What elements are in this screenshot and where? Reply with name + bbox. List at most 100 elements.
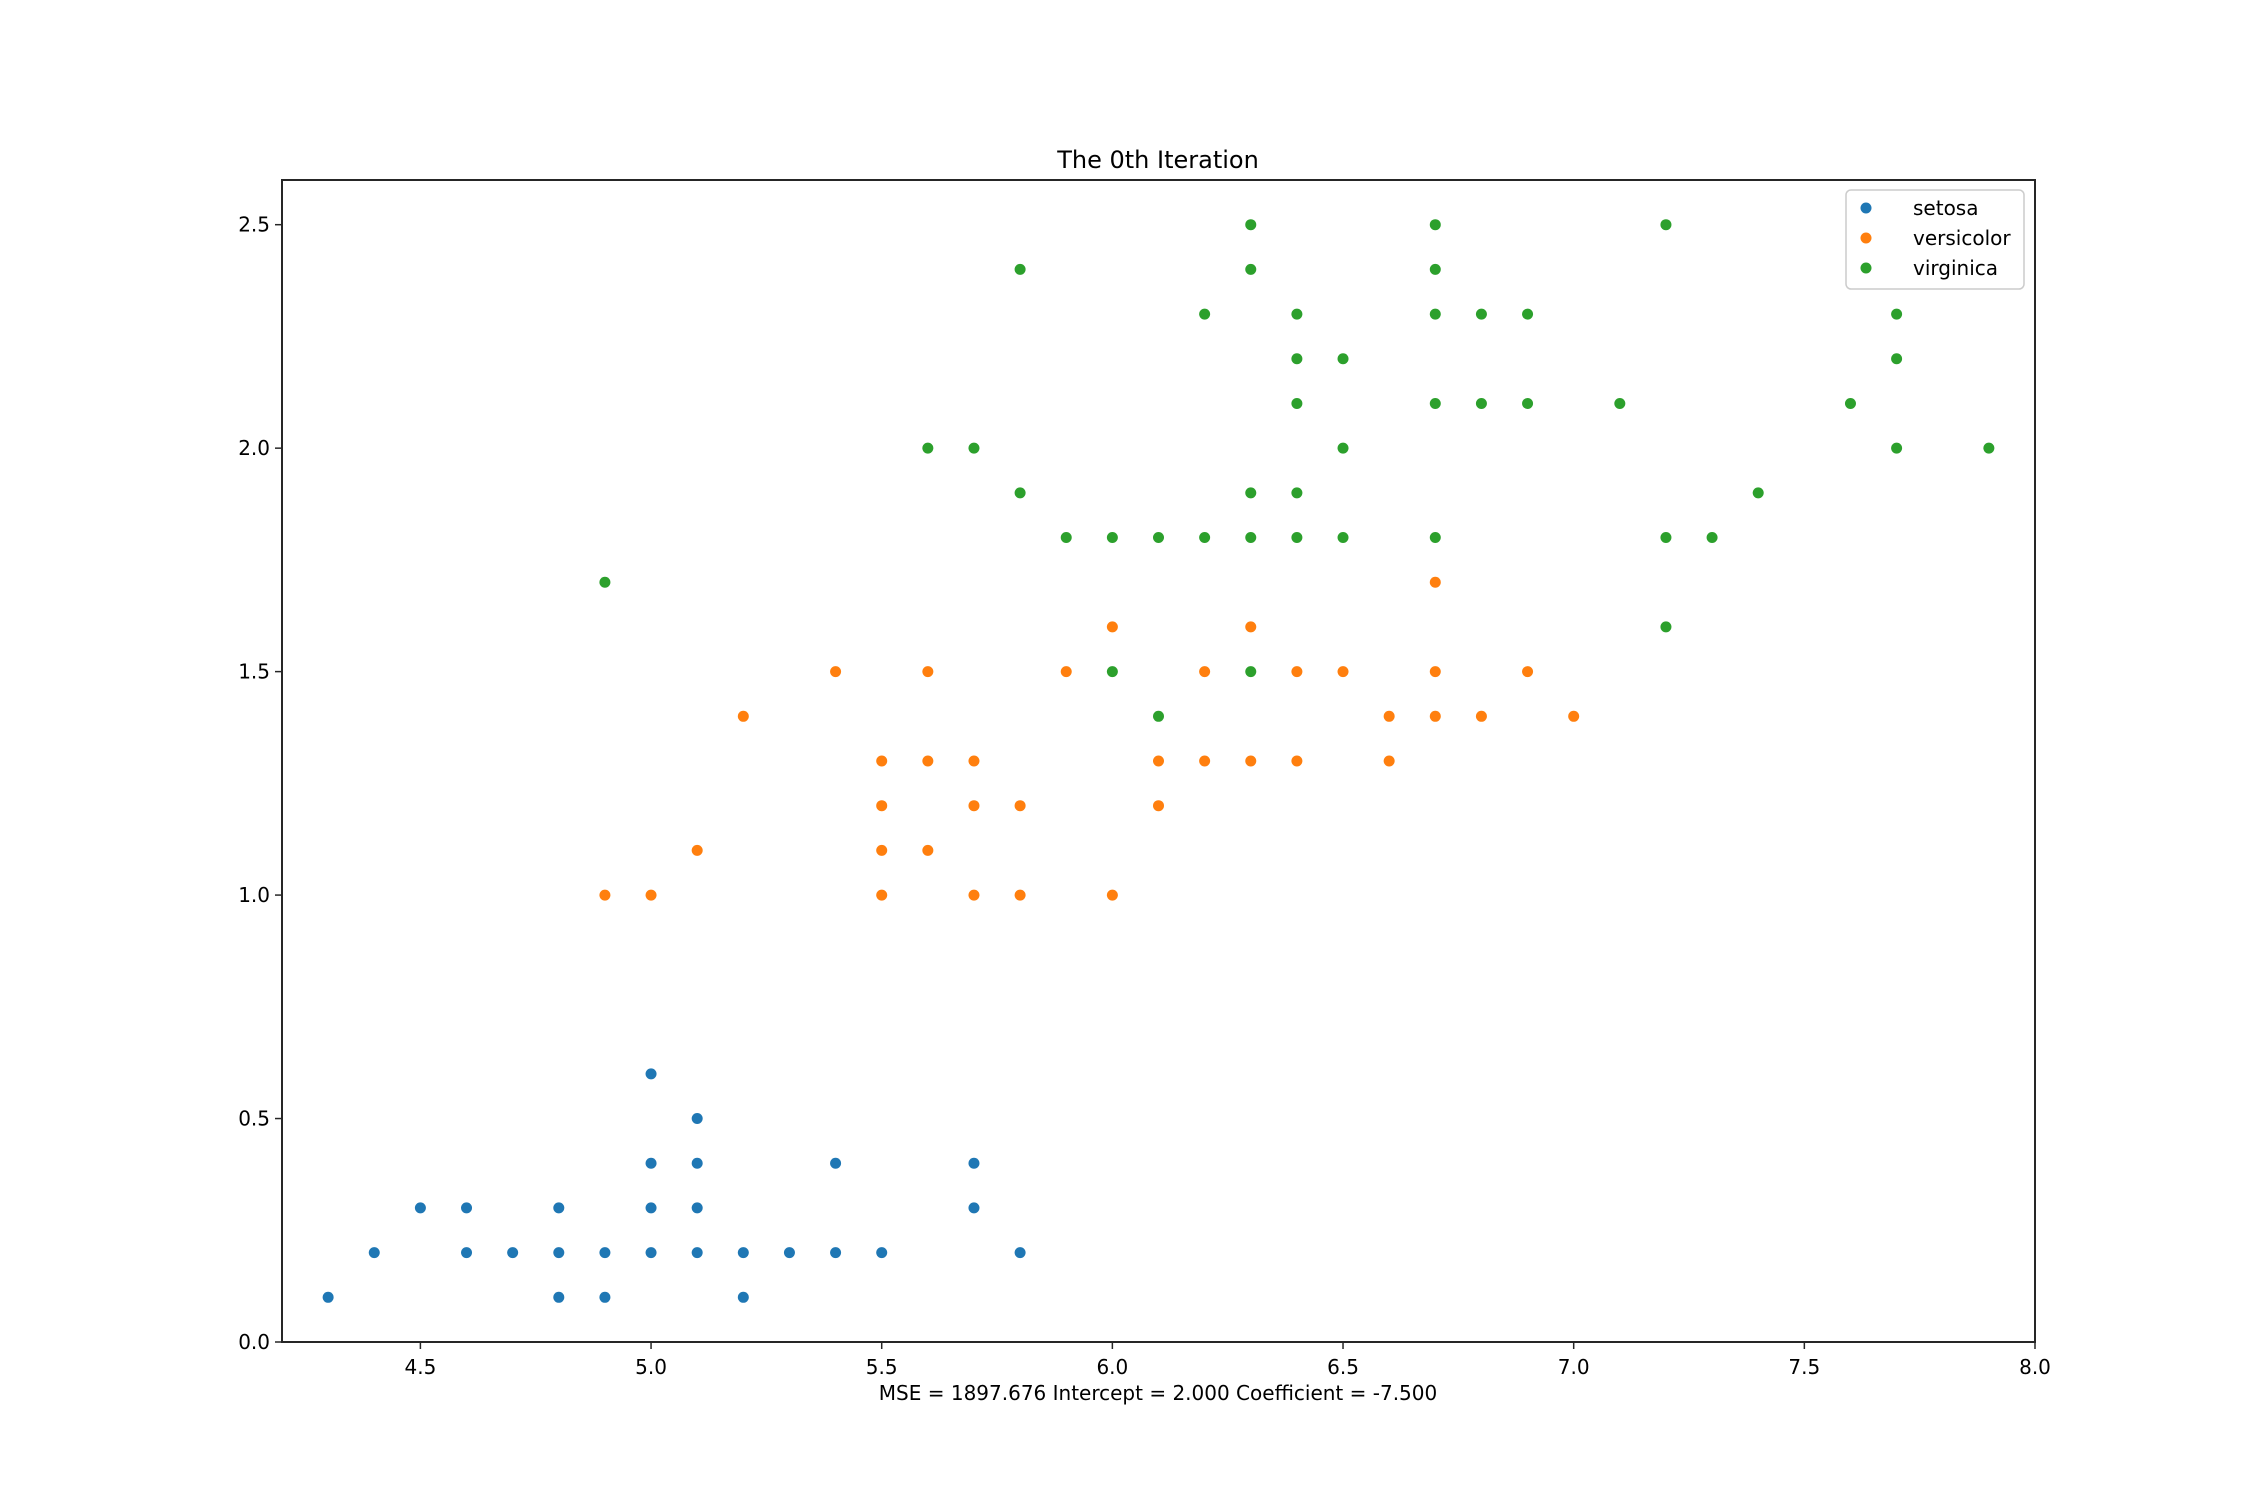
data-point (322, 1291, 334, 1303)
data-point (968, 1202, 980, 1214)
data-point (1891, 442, 1903, 454)
series-versicolor (599, 576, 1580, 901)
data-point (1429, 710, 1441, 722)
data-point (1245, 219, 1257, 231)
data-point (968, 755, 980, 767)
data-point (1106, 621, 1118, 633)
data-point (1106, 532, 1118, 544)
data-point (1383, 755, 1395, 767)
data-point (1291, 308, 1303, 320)
data-point (1891, 353, 1903, 365)
data-point (599, 576, 611, 588)
data-point (1106, 889, 1118, 901)
data-point (1291, 666, 1303, 678)
axis-ticks: 4.5 5.0 5.5 6.0 6.5 7.0 7.5 8.0 0.0 0.5 1.0 1.5 2.0 2… (238, 213, 2051, 1379)
data-point (1153, 755, 1164, 767)
data-point (968, 800, 980, 812)
data-point (599, 889, 611, 901)
data-point (968, 1157, 980, 1169)
data-point (1245, 755, 1257, 767)
data-point (1245, 487, 1257, 499)
data-point (922, 666, 934, 678)
data-point (507, 1247, 519, 1259)
data-point (1337, 666, 1349, 678)
data-point (1568, 710, 1580, 722)
data-point (876, 889, 888, 901)
x-tick-label: 5.5 (866, 1355, 898, 1379)
x-tick-label: 5.0 (635, 1355, 667, 1379)
data-point (1014, 263, 1026, 275)
data-point (922, 442, 934, 454)
legend-marker-setosa-icon (1860, 202, 1872, 214)
legend-marker-versicolor-icon (1860, 232, 1872, 244)
data-point (737, 710, 749, 722)
data-point (1153, 800, 1164, 812)
data-point (1060, 532, 1072, 544)
data-point (1199, 755, 1211, 767)
data-point (1337, 442, 1349, 454)
data-point (876, 800, 888, 812)
data-point (645, 1202, 657, 1214)
data-point (1291, 353, 1303, 365)
data-point (1245, 532, 1257, 544)
data-point (830, 666, 842, 678)
data-point (691, 844, 703, 856)
data-point (645, 889, 657, 901)
series-virginica (599, 219, 1995, 722)
data-point (1660, 532, 1672, 544)
x-axis-label: MSE = 1897.676 Intercept = 2.000 Coeffic… (879, 1381, 1437, 1405)
y-tick-label: 2.0 (238, 436, 270, 460)
data-point (968, 442, 980, 454)
data-point (922, 755, 934, 767)
data-point (1291, 532, 1303, 544)
data-point (368, 1247, 380, 1259)
data-point (737, 1247, 749, 1259)
data-point (1291, 397, 1303, 409)
data-point (1291, 487, 1303, 499)
data-point (1245, 666, 1257, 678)
data-point (1383, 710, 1395, 722)
data-point (553, 1247, 565, 1259)
data-point (783, 1247, 795, 1259)
x-tick-label: 6.0 (1096, 1355, 1128, 1379)
data-point (1245, 621, 1257, 633)
data-point (1844, 397, 1856, 409)
data-point (1337, 532, 1349, 544)
data-point (1660, 219, 1672, 231)
data-point (691, 1113, 703, 1125)
data-point (1983, 442, 1995, 454)
data-point (1522, 397, 1534, 409)
data-point (414, 1202, 426, 1214)
data-point (1429, 666, 1441, 678)
data-point (1153, 710, 1164, 722)
y-tick-label: 2.5 (238, 213, 270, 237)
data-point (876, 1247, 888, 1259)
data-point (737, 1291, 749, 1303)
legend-marker-virginica-icon (1860, 262, 1872, 274)
data-point (1475, 710, 1487, 722)
data-point (1752, 487, 1764, 499)
data-point (645, 1157, 657, 1169)
data-point (1199, 666, 1211, 678)
data-point (1014, 889, 1026, 901)
data-points (322, 219, 1995, 1303)
x-tick-label: 6.5 (1327, 1355, 1359, 1379)
data-point (830, 1157, 842, 1169)
data-point (1706, 532, 1718, 544)
series-setosa (322, 1068, 1026, 1303)
x-tick-label: 8.0 (2019, 1355, 2051, 1379)
data-point (1429, 532, 1441, 544)
data-point (599, 1291, 611, 1303)
x-tick-label: 7.0 (1558, 1355, 1590, 1379)
legend-label-setosa: setosa (1913, 196, 1978, 220)
data-point (1429, 219, 1441, 231)
axes-frame (281, 179, 2036, 1343)
data-point (1660, 621, 1672, 633)
data-point (1475, 308, 1487, 320)
data-point (1429, 263, 1441, 275)
data-point (1429, 308, 1441, 320)
data-point (1891, 308, 1903, 320)
data-point (1106, 666, 1118, 678)
data-point (1060, 666, 1072, 678)
